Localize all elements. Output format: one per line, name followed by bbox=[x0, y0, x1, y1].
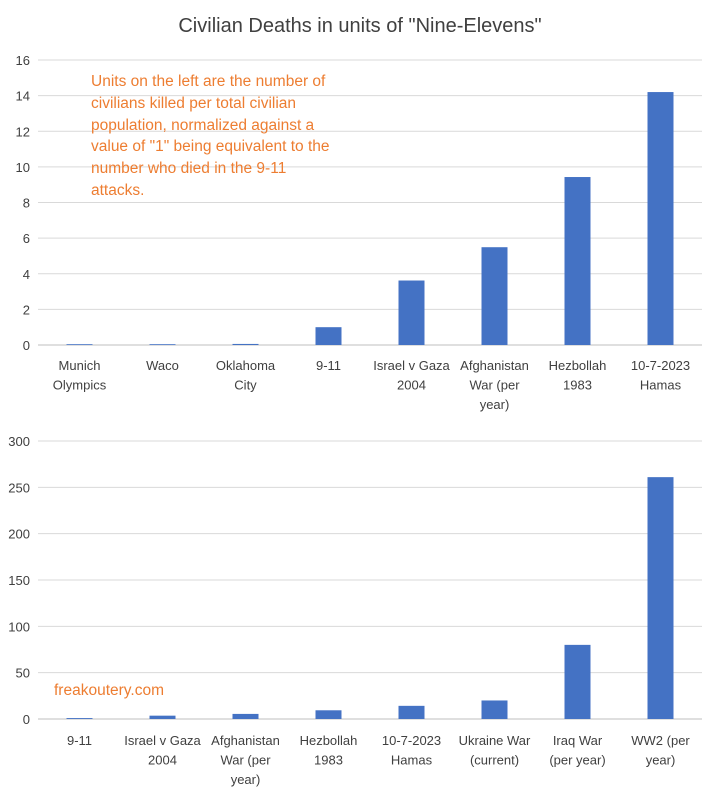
bottom-bar-5 bbox=[398, 705, 425, 719]
annotation-note: Units on the left are the number of civi… bbox=[91, 73, 330, 199]
bottom-bar-4 bbox=[315, 710, 342, 719]
bottom-category-label: 9-11 bbox=[67, 733, 92, 748]
top-category-label-line: Hamas bbox=[640, 378, 682, 393]
chart-title: Civilian Deaths in units of "Nine-Eleven… bbox=[178, 15, 541, 37]
top-bar-4 bbox=[315, 327, 342, 345]
top-y-tick-label: 14 bbox=[16, 89, 30, 104]
bottom-category-label-line: year) bbox=[646, 753, 676, 768]
bottom-y-tick-label: 300 bbox=[8, 434, 30, 449]
top-y-tick-label: 10 bbox=[16, 160, 30, 175]
top-y-tick-label: 2 bbox=[23, 302, 30, 317]
bottom-category-label-line: Ukraine War bbox=[459, 733, 531, 748]
top-category-label: Hezbollah 1983 bbox=[549, 358, 607, 393]
top-bar-8 bbox=[647, 92, 674, 345]
top-y-tick-label: 16 bbox=[16, 53, 30, 68]
bottom-category-label: Ukraine War (current) bbox=[459, 733, 531, 768]
bottom-category-label-line: (current) bbox=[470, 753, 519, 768]
top-y-tick-label: 4 bbox=[23, 267, 30, 282]
bottom-y-tick-label: 250 bbox=[8, 480, 30, 495]
top-category-label-line: Hezbollah bbox=[549, 358, 607, 373]
top-category-label: Munich Olympics bbox=[53, 358, 107, 393]
bottom-bar-7 bbox=[564, 644, 591, 719]
bottom-y-tick-label: 0 bbox=[23, 712, 30, 727]
top-category-label: Afghanistan War (per year) bbox=[460, 358, 529, 412]
bottom-category-label-line: 9-11 bbox=[67, 733, 92, 748]
bottom-bar-1 bbox=[66, 718, 93, 719]
top-y-tick-label: 0 bbox=[23, 338, 30, 353]
bottom-category-label-line: Iraq War bbox=[553, 733, 603, 748]
top-category-label: 10-7-2023 Hamas bbox=[631, 358, 690, 393]
top-category-label: Waco bbox=[146, 358, 179, 373]
top-bar-6 bbox=[481, 247, 508, 345]
top-category-label-line: year) bbox=[480, 397, 510, 412]
bottom-bar-3 bbox=[232, 713, 259, 719]
top-category-label-line: City bbox=[234, 378, 257, 393]
top-category-label-line: Waco bbox=[146, 358, 179, 373]
bottom-category-label: 10-7-2023 Hamas bbox=[382, 733, 441, 768]
bottom-category-label-line: 10-7-2023 bbox=[382, 733, 441, 748]
top-bar-chart: 0 2 4 6 8 10 12 14 16 Munich Olympics Waco Oklahoma C… bbox=[16, 53, 702, 412]
top-category-label: Israel v Gaza 2004 bbox=[373, 358, 450, 393]
top-bar-3 bbox=[232, 343, 259, 345]
bottom-bar-6 bbox=[481, 700, 508, 719]
bottom-category-label-line: War (per bbox=[220, 753, 271, 768]
bottom-category-label-line: WW2 (per bbox=[631, 733, 690, 748]
bottom-category-label-line: Israel v Gaza bbox=[124, 733, 201, 748]
top-category-label-line: Oklahoma bbox=[216, 358, 276, 373]
bottom-y-tick-label: 100 bbox=[8, 619, 30, 634]
bottom-y-tick-label: 200 bbox=[8, 527, 30, 542]
top-category-label-line: Olympics bbox=[53, 378, 107, 393]
bottom-y-tick-label: 150 bbox=[8, 573, 30, 588]
top-bar-1 bbox=[66, 344, 93, 345]
top-bar-7 bbox=[564, 177, 591, 345]
bottom-category-label: Afghanistan War (per year) bbox=[211, 733, 280, 787]
bottom-category-label: WW2 (per year) bbox=[631, 733, 690, 768]
top-category-label-line: Afghanistan bbox=[460, 358, 529, 373]
top-bar-2 bbox=[149, 344, 176, 345]
bottom-bar-8 bbox=[647, 477, 674, 719]
top-category-label-line: War (per bbox=[469, 378, 520, 393]
top-category-label: Oklahoma City bbox=[216, 358, 276, 393]
top-category-label-line: Munich bbox=[59, 358, 101, 373]
top-bar-5 bbox=[398, 280, 425, 345]
bottom-bar-chart: 0 50 100 150 200 250 300 9-11 Israel v Gaza 2004 A… bbox=[8, 434, 702, 787]
bottom-category-label-line: Hamas bbox=[391, 753, 433, 768]
top-category-label-line: 2004 bbox=[397, 378, 426, 393]
bottom-category-label: Israel v Gaza 2004 bbox=[124, 733, 201, 768]
bottom-category-label-line: 1983 bbox=[314, 753, 343, 768]
bottom-category-label-line: Afghanistan bbox=[211, 733, 280, 748]
bottom-category-label: Hezbollah 1983 bbox=[300, 733, 358, 768]
bottom-category-label-line: year) bbox=[231, 772, 261, 787]
top-category-label: 9-11 bbox=[316, 358, 341, 373]
bottom-category-label-line: 2004 bbox=[148, 753, 177, 768]
top-category-label-line: Israel v Gaza bbox=[373, 358, 450, 373]
top-y-tick-label: 12 bbox=[16, 124, 30, 139]
bottom-category-label-line: (per year) bbox=[549, 753, 605, 768]
top-y-tick-label: 8 bbox=[23, 196, 30, 211]
top-y-tick-label: 6 bbox=[23, 231, 30, 246]
bottom-category-label-line: Hezbollah bbox=[300, 733, 358, 748]
bottom-category-label: Iraq War (per year) bbox=[549, 733, 605, 768]
bottom-y-tick-label: 50 bbox=[16, 666, 30, 681]
top-category-label-line: 1983 bbox=[563, 378, 592, 393]
credit-label: freakoutery.com bbox=[54, 682, 164, 699]
top-category-label-line: 9-11 bbox=[316, 358, 341, 373]
top-category-label-line: 10-7-2023 bbox=[631, 358, 690, 373]
bottom-bar-2 bbox=[149, 715, 176, 719]
